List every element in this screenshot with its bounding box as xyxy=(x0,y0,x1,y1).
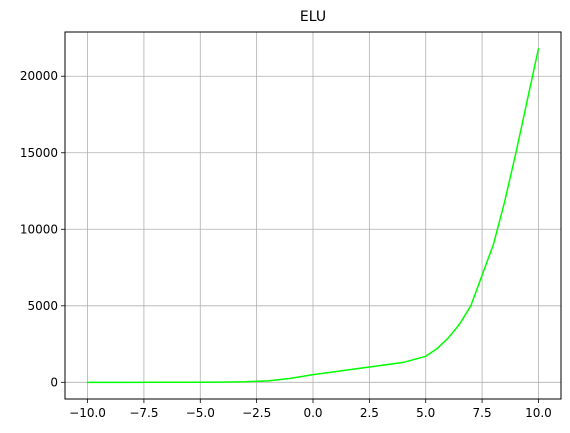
y-tick-label: 5000 xyxy=(27,299,58,313)
chart-title: ELU xyxy=(300,9,326,25)
y-tick-label: 15000 xyxy=(20,146,58,160)
x-tick-label: −7.5 xyxy=(129,406,158,420)
x-tick-label: 5.0 xyxy=(416,406,435,420)
y-tick-label: 20000 xyxy=(20,69,58,83)
y-axis: 0 5000 10000 15000 20000 xyxy=(20,69,65,389)
y-tick-label: 0 xyxy=(50,375,58,389)
y-tick-label: 10000 xyxy=(20,222,58,236)
x-tick-label: −10.0 xyxy=(69,406,106,420)
x-tick-label: 10.0 xyxy=(525,406,552,420)
x-tick-label: 7.5 xyxy=(473,406,492,420)
x-axis: −10.0 −7.5 −5.0 −2.5 0.0 2.5 5.0 7.5 10.0 xyxy=(69,399,552,420)
x-tick-label: −5.0 xyxy=(186,406,215,420)
series-layer xyxy=(86,47,540,384)
grid xyxy=(65,32,561,399)
x-tick-label: −2.5 xyxy=(242,406,271,420)
series-line xyxy=(86,47,540,384)
x-tick-label: 0.0 xyxy=(303,406,322,420)
x-tick-label: 2.5 xyxy=(360,406,379,420)
